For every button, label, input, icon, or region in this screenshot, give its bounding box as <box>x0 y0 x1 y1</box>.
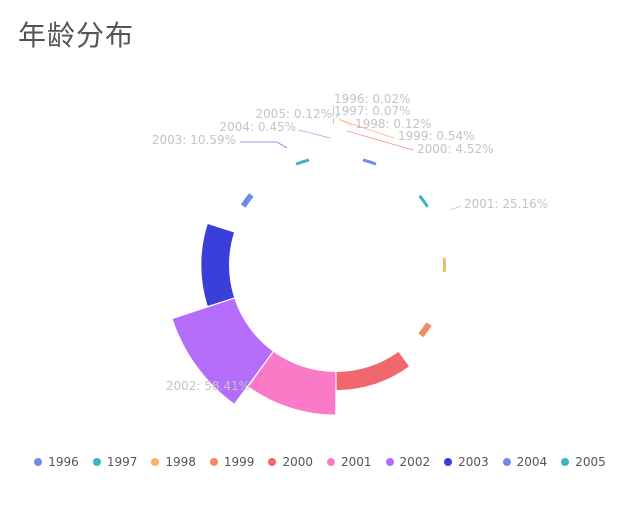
legend-item-1997[interactable]: 1997 <box>92 455 138 469</box>
legend-label: 1998 <box>165 455 196 469</box>
legend-marker-icon <box>209 458 218 466</box>
legend-item-2004[interactable]: 2004 <box>502 455 548 469</box>
data-label-2003: 2003: 10.59% <box>152 133 236 147</box>
data-label-1999: 1999: 0.54% <box>398 129 475 143</box>
legend-item-2003[interactable]: 2003 <box>444 455 489 469</box>
legend-item-2002[interactable]: 2002 <box>385 455 431 469</box>
rose-slice-1998[interactable] <box>442 258 446 272</box>
legend-item-2000[interactable]: 2000 <box>268 455 313 469</box>
rose-slice-2002[interactable] <box>172 298 273 404</box>
legend-item-1998[interactable]: 1998 <box>151 455 196 469</box>
legend-item-1996[interactable]: 1996 <box>34 455 79 469</box>
legend-item-1999[interactable]: 1999 <box>209 455 255 469</box>
legend-item-2001[interactable]: 2001 <box>327 455 372 469</box>
rose-slice-1999[interactable] <box>418 322 432 338</box>
legend-label: 1997 <box>106 455 138 469</box>
legend-marker-icon <box>327 458 335 466</box>
rose-chart: 1996: 0.02%1997: 0.07%1998: 0.12%1999: 0… <box>152 92 548 415</box>
legend-label: 2002 <box>399 455 431 469</box>
label-leader-line-1997 <box>335 114 340 118</box>
legend-label: 2000 <box>282 455 313 469</box>
data-label-2005: 2005: 0.12% <box>255 107 332 121</box>
data-label-2000: 2000: 4.52% <box>417 142 494 156</box>
legend-label: 2005 <box>575 455 606 469</box>
label-leader-line-1999 <box>339 119 395 139</box>
chart-title: 年龄分布 <box>18 19 135 52</box>
rose-slice-1997[interactable] <box>418 194 429 208</box>
data-label-1998: 1998: 0.12% <box>355 117 432 131</box>
rose-slice-2000[interactable] <box>336 351 410 391</box>
legend-label: 1999 <box>223 455 255 469</box>
legend-label: 1996 <box>48 455 79 469</box>
data-label-1997: 1997: 0.07% <box>334 104 411 118</box>
label-leader-line-2002 <box>252 371 263 389</box>
label-leader-line-2005 <box>332 117 335 125</box>
chart-legend: 1996 1997 1998 1999 2000 2001 2002 2003 2004 2005 <box>0 455 640 469</box>
data-label-2001: 2001: 25.16% <box>464 197 548 211</box>
legend-marker-icon <box>151 458 160 466</box>
legend-label: 2003 <box>458 455 489 469</box>
data-label-2004: 2004: 0.45% <box>219 120 296 134</box>
legend-marker-icon <box>385 458 394 466</box>
legend-marker-icon <box>34 458 43 466</box>
rose-slice-2003[interactable] <box>201 224 235 306</box>
rose-slice-2004[interactable] <box>240 193 254 208</box>
legend-marker-icon <box>561 458 570 466</box>
label-leader-line-1996 <box>332 105 335 117</box>
label-leader-line-2003 <box>240 141 288 149</box>
label-leader-line-2004 <box>298 129 331 139</box>
data-label-1996: 1996: 0.02% <box>334 92 411 106</box>
legend-item-2005[interactable]: 2005 <box>561 455 606 469</box>
legend-marker-icon <box>502 458 511 466</box>
data-label-2002: 2002: 58.41% <box>166 379 250 393</box>
legend-label: 2004 <box>516 455 548 469</box>
legend-label: 2001 <box>341 455 372 469</box>
rose-slice-1996[interactable] <box>362 158 377 166</box>
rose-slice-2005[interactable] <box>295 158 310 166</box>
label-leader-line-2001 <box>449 205 462 211</box>
legend-marker-icon <box>444 458 453 466</box>
label-leader-line-2000 <box>346 130 414 151</box>
legend-marker-icon <box>92 458 101 466</box>
legend-marker-icon <box>268 458 277 466</box>
rose-slice-2001[interactable] <box>248 351 336 415</box>
